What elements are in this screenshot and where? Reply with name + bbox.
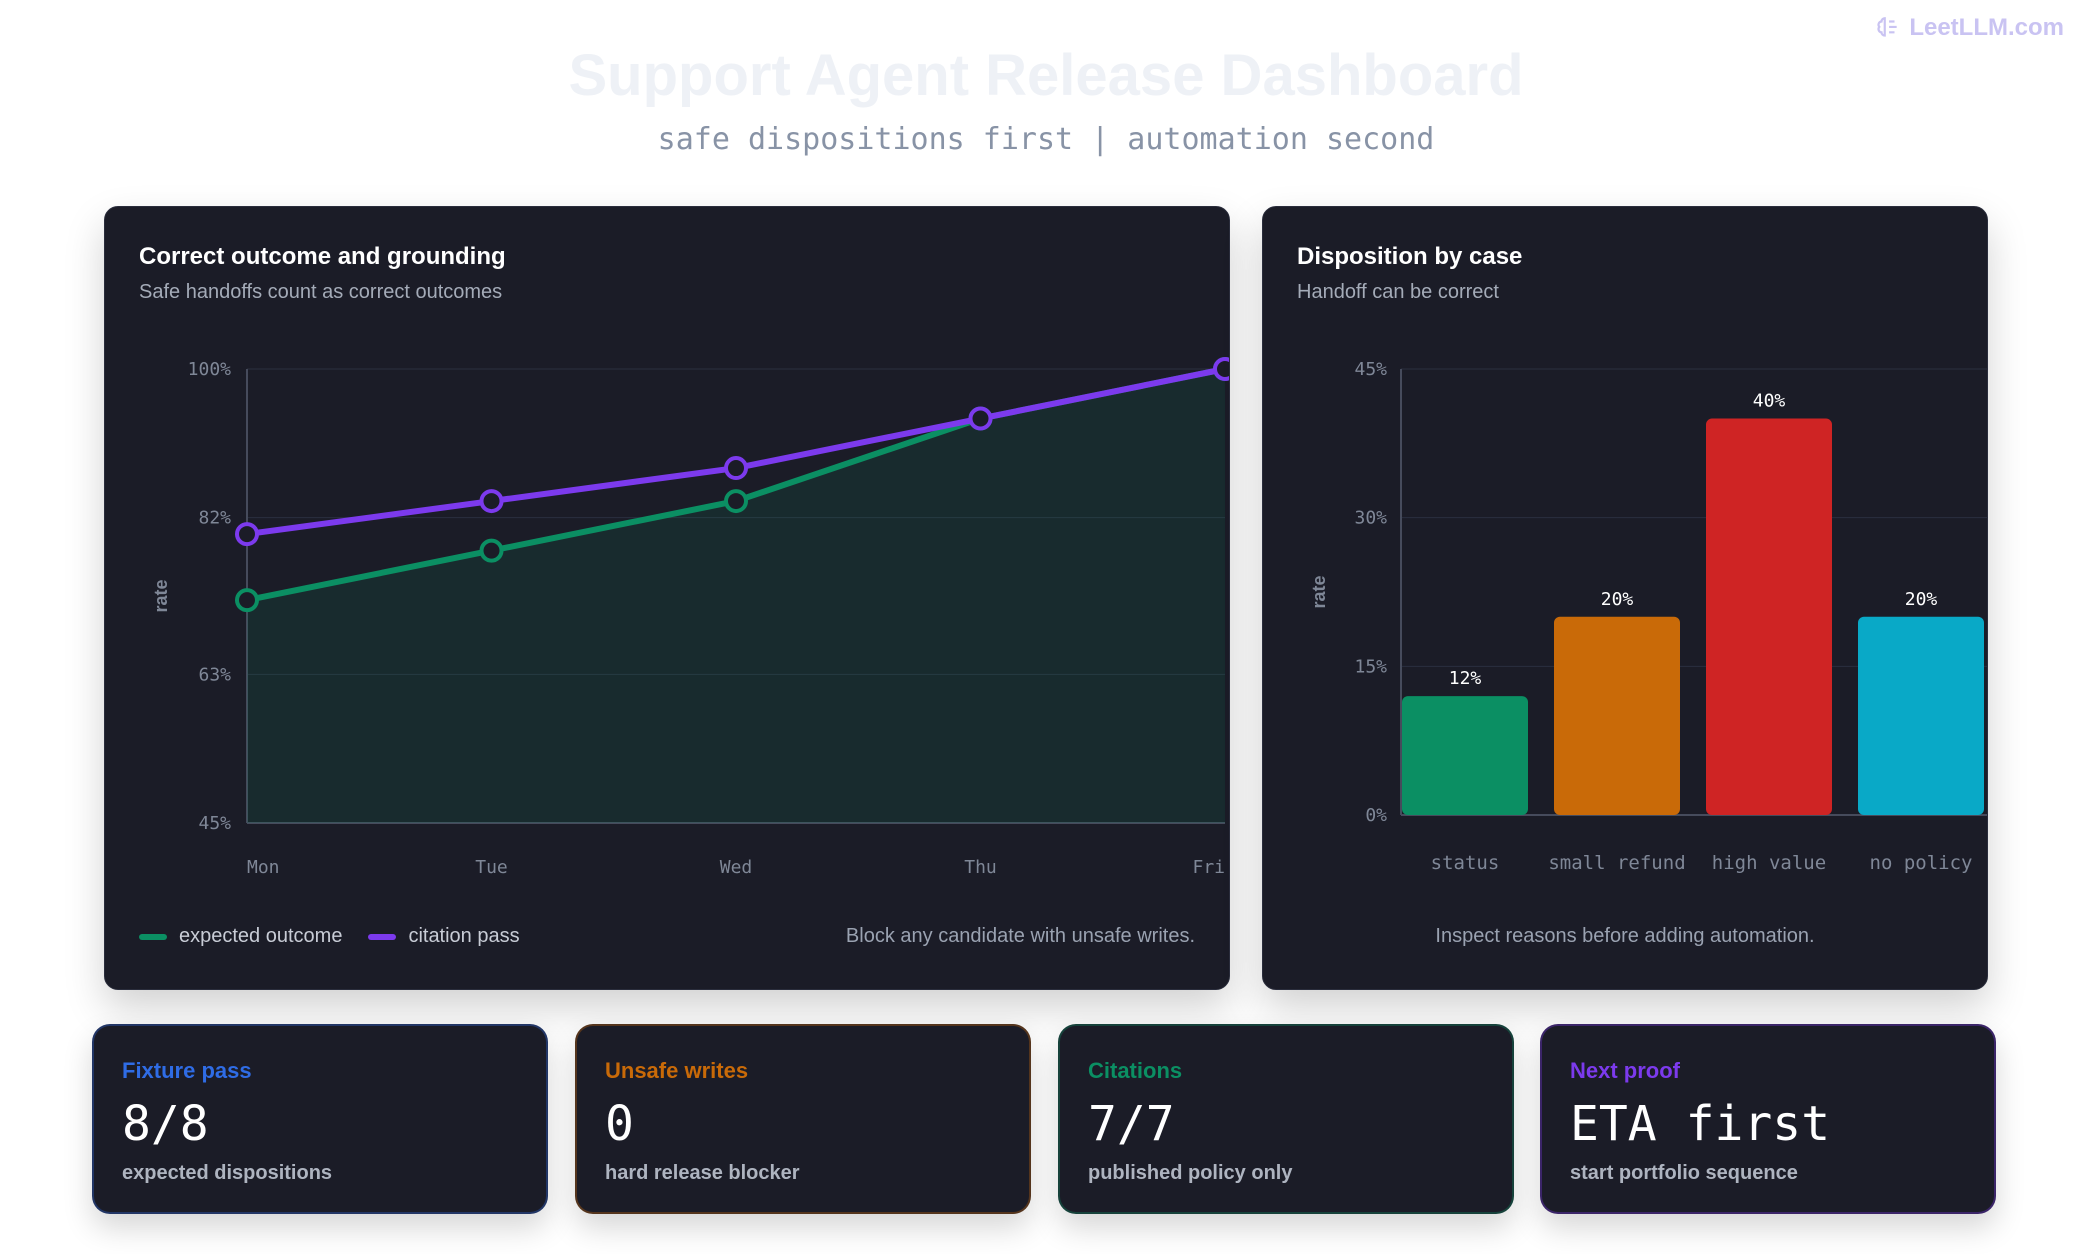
x-tick-label: no policy (1870, 852, 1973, 874)
bar-no-policy (1858, 616, 1984, 815)
stat-card-label: Fixture pass (122, 1058, 252, 1083)
y-tick-label: 45% (198, 813, 231, 834)
bar-chart-panel: Disposition by case Handoff can be corre… (1262, 206, 1988, 990)
bar-status (1402, 696, 1528, 815)
data-point-citation-pass (479, 489, 504, 514)
stat-card-description: published policy only (1088, 1162, 1293, 1184)
stat-card-description: hard release blocker (605, 1162, 800, 1184)
stat-card-description: expected dispositions (122, 1162, 333, 1184)
data-point-citation-pass (1213, 357, 1229, 381)
data-point-citation-pass (724, 456, 748, 481)
x-tick-label: status (1431, 852, 1500, 874)
brain-icon (1877, 17, 1897, 37)
y-tick-label: 45% (1354, 359, 1387, 380)
data-point-expected-outcome (724, 489, 748, 514)
legend-label-citation-pass: citation pass (408, 925, 520, 947)
y-axis-label: rate (151, 579, 171, 612)
line-chart-legend: expected outcome citation pass (139, 925, 520, 948)
stat-card-label: Unsafe writes (605, 1058, 749, 1083)
x-tick-label: Mon (247, 857, 280, 878)
bar-small-refund (1554, 616, 1680, 815)
x-tick-label: high value (1712, 852, 1826, 874)
line-chart-footnote: Block any candidate with unsafe writes. (845, 925, 1195, 947)
brand-text: LeetLLM.com (1909, 14, 2064, 41)
y-tick-label: 0% (1365, 805, 1387, 826)
stat-card-label: Next proof (1570, 1058, 1680, 1083)
legend-item-citation-pass: citation pass (368, 925, 520, 948)
data-label: 20% (1905, 589, 1938, 610)
y-tick-label: 100% (188, 359, 232, 380)
bar-chart-title: Disposition by case (1297, 243, 1523, 270)
bar-chart-subtitle: Handoff can be correct (1297, 281, 1499, 303)
x-tick-label: Fri (1192, 857, 1225, 878)
x-tick-label: Thu (964, 857, 997, 878)
data-point-citation-pass (968, 406, 993, 431)
stat-card-fixture-pass: Fixture pass 8/8 expected dispositions (92, 1024, 548, 1214)
stat-card-description: start portfolio sequence (1570, 1162, 1798, 1184)
legend-item-expected-outcome: expected outcome (139, 925, 342, 948)
page-title: Support Agent Release Dashboard (568, 43, 1524, 108)
legend-label-expected-outcome: expected outcome (179, 925, 343, 947)
bar-high-value (1706, 418, 1832, 815)
area-fill-expected-outcome (247, 369, 1225, 823)
y-tick-label: 63% (198, 664, 231, 685)
line-chart: 45% 63% 82% 100% Mon Tue Wed Thu Fri rate (151, 357, 1229, 878)
stat-card-value: 8/8 (122, 1096, 209, 1152)
stat-card-label: Citations (1088, 1058, 1183, 1083)
y-axis-label: rate (1309, 575, 1329, 608)
stat-card-unsafe-writes: Unsafe writes 0 hard release blocker (575, 1024, 1031, 1214)
x-tick-label: small refund (1548, 852, 1685, 874)
stat-card-value: 0 (605, 1096, 634, 1152)
data-label: 20% (1601, 589, 1634, 610)
y-tick-label: 15% (1354, 656, 1387, 677)
legend-swatch-citation-pass (368, 933, 397, 940)
stat-card-value: 7/7 (1088, 1096, 1175, 1152)
page-subtitle: safe dispositions first | automation sec… (657, 122, 1435, 157)
stat-card-value: ETA first (1570, 1096, 1831, 1152)
line-chart-title: Correct outcome and grounding (139, 243, 506, 270)
data-label: 40% (1753, 391, 1786, 412)
bar-chart-footnote: Inspect reasons before adding automation… (1435, 925, 1815, 947)
brand-logo: LeetLLM.com (1875, 14, 2064, 42)
stat-card-next-proof: Next proof ETA first start portfolio seq… (1540, 1024, 1996, 1214)
x-tick-label: Tue (475, 857, 508, 878)
data-point-expected-outcome (235, 588, 259, 613)
line-chart-subtitle: Safe handoffs count as correct outcomes (139, 281, 503, 303)
data-point-expected-outcome (479, 538, 504, 563)
bar-chart: 0% 15% 30% 45% rate 12% status 20% small refund 4… (1309, 359, 1987, 874)
data-point-citation-pass (235, 522, 259, 547)
data-label: 12% (1449, 668, 1482, 689)
stat-card-citations: Citations 7/7 published policy only (1058, 1024, 1514, 1214)
legend-swatch-expected-outcome (139, 933, 167, 940)
x-tick-label: Wed (720, 857, 753, 878)
y-tick-label: 30% (1354, 508, 1387, 529)
line-chart-panel: Correct outcome and grounding Safe hando… (104, 206, 1230, 990)
y-tick-label: 82% (198, 508, 231, 529)
